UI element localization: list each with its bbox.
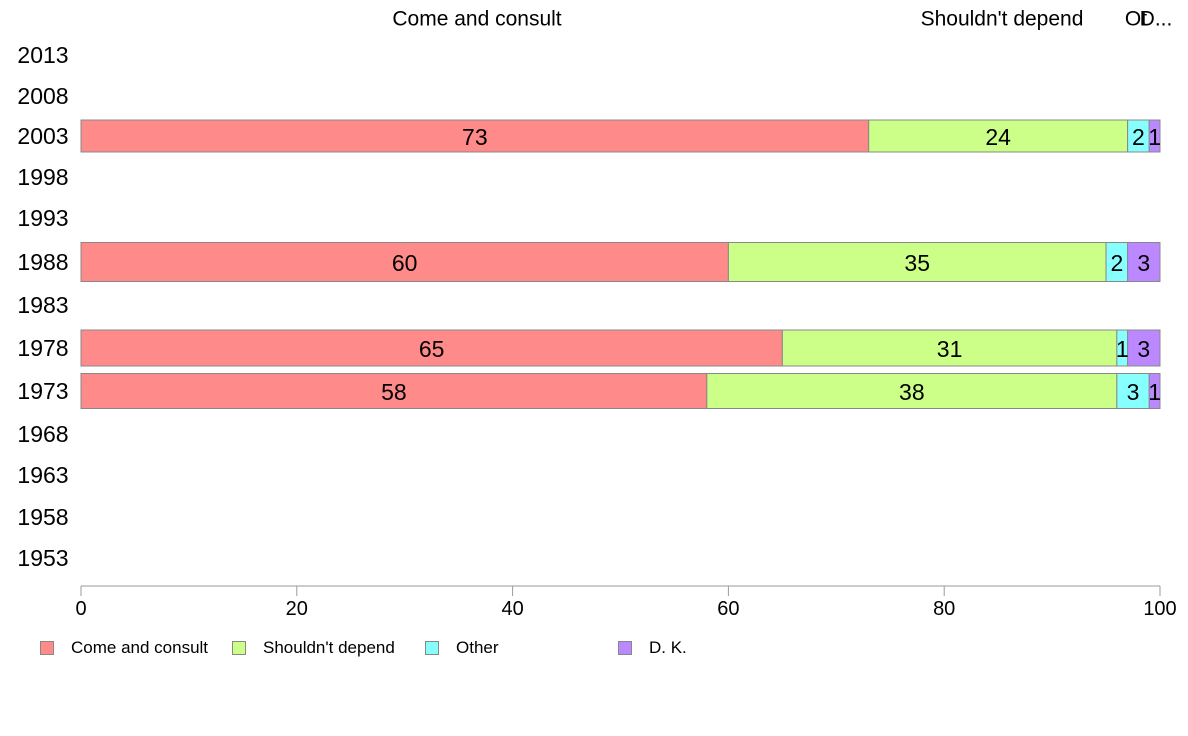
y-axis-labels: 2013 2008 2003 1998 1993 1988 1983 1978 1973 1968… (17, 42, 68, 571)
bar-segment (1127, 242, 1161, 282)
bar-data-label: 1 (1148, 124, 1161, 150)
legend-item: D. K. (618, 638, 687, 658)
bar-segment (1148, 373, 1161, 409)
bar-labels-layer: 73 24 2 160 35 2 365 31 1 358 38 3 1 (381, 124, 1161, 405)
top-series-label: Come and consult (392, 8, 561, 31)
x-axis: 0 20 40 60 80 100 (75, 585, 1177, 620)
bar-segment (80, 329, 783, 367)
y-tick-label: 1953 (17, 545, 68, 571)
top-series-label: Shouldn't depend (921, 8, 1084, 31)
bar-data-label: 24 (985, 124, 1011, 150)
bar-data-label: 73 (462, 124, 488, 150)
legend-item: Other (425, 638, 499, 658)
legend-swatch (425, 641, 439, 655)
legend-label: Come and consult (71, 638, 209, 657)
legend-label: Other (456, 638, 499, 657)
bar-data-label: 1 (1116, 336, 1129, 362)
bar-segment (706, 373, 1118, 409)
bar-segment (80, 242, 729, 282)
y-tick-label: 1973 (17, 378, 68, 404)
bar-data-label: 2 (1110, 250, 1123, 276)
y-tick-label: 1983 (17, 292, 68, 318)
x-tick-label: 80 (933, 598, 955, 620)
bar-data-label: 65 (419, 336, 445, 362)
legend: Come and consult Shouldn't depend Other D. … (40, 638, 740, 660)
bar-data-label: 31 (937, 336, 963, 362)
legend-swatch (618, 641, 632, 655)
bar-data-label: 60 (392, 250, 418, 276)
x-tick-label: 40 (501, 598, 523, 620)
bar-data-label: 1 (1148, 379, 1161, 405)
bar-data-label: 35 (904, 250, 930, 276)
y-tick-label: 1958 (17, 504, 68, 530)
bar-segment (868, 119, 1129, 153)
bar-data-label: 3 (1137, 250, 1150, 276)
legend-label: D. K. (649, 638, 687, 657)
y-tick-label: 1998 (17, 164, 68, 190)
y-tick-label: 1988 (17, 249, 68, 275)
bars-layer (80, 119, 1161, 409)
top-series-label: D... (1140, 8, 1173, 31)
y-tick-label: 2003 (17, 123, 68, 149)
bar-data-label: 58 (381, 379, 407, 405)
legend-item: Come and consult (40, 638, 208, 658)
x-tick-label: 60 (717, 598, 739, 620)
top-series-label: Ot (1125, 8, 1147, 31)
y-tick-label: 2008 (17, 83, 68, 109)
bar-data-label: 3 (1137, 336, 1150, 362)
y-tick-label: 1978 (17, 335, 68, 361)
bar-data-label: 3 (1127, 379, 1140, 405)
bar-segment (80, 119, 870, 153)
bar-segment (781, 329, 1118, 367)
legend-item: Shouldn't depend (232, 638, 395, 658)
top-segment-labels: Come and consult Shouldn't depend OtD... (392, 8, 1172, 31)
legend-swatch (232, 641, 246, 655)
bar-data-label: 2 (1132, 124, 1145, 150)
x-tick-label: 100 (1143, 598, 1176, 620)
x-tick-label: 20 (286, 598, 308, 620)
bar-segment (1127, 329, 1161, 367)
y-tick-label: 1968 (17, 421, 68, 447)
bar-segment (1148, 119, 1161, 153)
bar-data-label: 38 (899, 379, 925, 405)
legend-swatch (40, 641, 54, 655)
y-tick-label: 1993 (17, 205, 68, 231)
bar-segment (727, 242, 1107, 282)
legend-label: Shouldn't depend (263, 638, 395, 657)
y-tick-label: 1963 (17, 462, 68, 488)
y-tick-label: 2013 (17, 42, 68, 68)
x-tick-label: 0 (75, 598, 86, 620)
